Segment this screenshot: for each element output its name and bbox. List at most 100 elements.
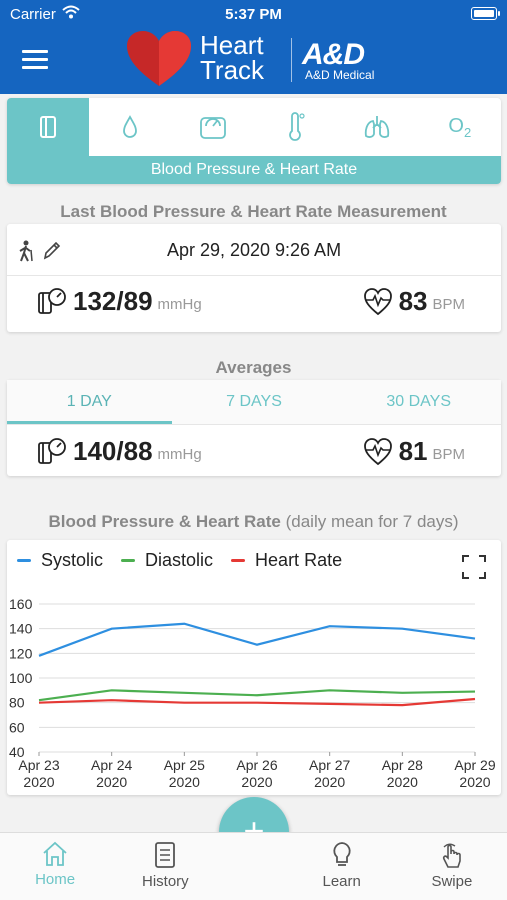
- history-icon: [155, 842, 176, 868]
- x-tick-label: Apr 24: [91, 757, 132, 773]
- heart-pulse-icon: [363, 287, 392, 315]
- y-tick-label: 140: [9, 621, 33, 637]
- lightbulb-icon: [333, 842, 351, 866]
- bp-monitor-icon: [38, 287, 66, 314]
- active-category-label: Blood Pressure & Heart Rate: [7, 156, 501, 184]
- y-tick-label: 120: [9, 645, 33, 661]
- avg-hr-unit: BPM: [432, 446, 465, 463]
- legend-label-systolic: Systolic: [41, 550, 104, 570]
- menu-icon[interactable]: [22, 50, 48, 70]
- legend-systolic[interactable]: Systolic: [17, 550, 103, 571]
- last-hr-unit: BPM: [432, 296, 465, 313]
- tab-glucose[interactable]: [89, 98, 171, 156]
- x-tick-label: 2020: [387, 774, 418, 790]
- series-line-systolic: [38, 622, 476, 657]
- heart-logo-icon: [127, 31, 191, 86]
- avg-bp-reading: 140/88 mmHg: [37, 436, 202, 467]
- fullscreen-icon[interactable]: [461, 554, 487, 580]
- tab-weight[interactable]: [172, 98, 254, 156]
- series-line-heart-rate: [38, 697, 476, 707]
- tab-lungs[interactable]: [336, 98, 418, 156]
- y-tick-label: 80: [9, 695, 25, 711]
- y-tick-label: 60: [9, 719, 25, 735]
- last-measurement-title: Last Blood Pressure & Heart Rate Measure…: [60, 202, 447, 221]
- carrier-label: Carrier: [10, 6, 56, 23]
- lungs-icon: [365, 116, 390, 138]
- nav-history[interactable]: History: [110, 833, 220, 900]
- last-hr-reading: 83 BPM: [363, 286, 465, 317]
- chart-title-sub: (daily mean for 7 days): [285, 512, 459, 531]
- legend-label-heart-rate: Heart Rate: [255, 550, 343, 570]
- y-tick-label: 160: [9, 596, 33, 612]
- bottom-nav: Home History Learn Swipe: [0, 832, 507, 900]
- last-bp-value: 132/89: [73, 286, 153, 316]
- scale-icon: [199, 117, 226, 139]
- category-bar: O2 Blood Pressure & Heart Rate: [7, 98, 501, 184]
- nav-history-label: History: [141, 873, 189, 890]
- tab-oxygen[interactable]: O2: [419, 98, 501, 156]
- tab-1-day[interactable]: 1 DAY: [7, 380, 172, 424]
- chart-legend: Systolic Diastolic Heart Rate: [17, 550, 342, 571]
- x-tick-label: 2020: [96, 774, 127, 790]
- app-logo-text: Heart Track: [200, 30, 265, 85]
- app-header: Carrier 5:37 PM Heart Track A&D A&D Medi…: [0, 0, 507, 94]
- status-bar: Carrier 5:37 PM: [0, 0, 507, 28]
- drop-icon: [123, 115, 138, 138]
- nav-home[interactable]: Home: [0, 833, 110, 900]
- thermometer-icon: [289, 112, 305, 141]
- avg-bp-value: 140/88: [73, 436, 153, 466]
- x-tick-label: Apr 27: [309, 757, 350, 773]
- legend-label-diastolic: Diastolic: [145, 550, 214, 570]
- x-tick-label: Apr 26: [236, 757, 277, 773]
- series-line-diastolic: [38, 689, 476, 702]
- nav-learn-label: Learn: [322, 873, 361, 890]
- nav-swipe-label: Swipe: [431, 873, 473, 890]
- home-icon: [43, 841, 67, 866]
- legend-heart-rate[interactable]: Heart Rate: [231, 550, 342, 571]
- x-tick-label: 2020: [169, 774, 200, 790]
- x-tick-label: Apr 25: [164, 757, 205, 773]
- wifi-icon: [62, 5, 80, 19]
- y-tick-label: 100: [9, 670, 33, 686]
- swipe-hand-icon: [442, 843, 461, 868]
- x-tick-label: 2020: [23, 774, 54, 790]
- logo-line-2: Track: [200, 55, 265, 85]
- nav-learn[interactable]: Learn: [287, 833, 397, 900]
- logo-line-1: Heart: [200, 30, 264, 60]
- x-tick-label: Apr 28: [382, 757, 423, 773]
- oxygen-symbol: O: [448, 114, 464, 137]
- legend-swatch-diastolic: [121, 559, 136, 562]
- legend-swatch-heart-rate: [231, 559, 246, 562]
- walking-person-icon[interactable]: [17, 240, 35, 262]
- legend-diastolic[interactable]: Diastolic: [121, 550, 213, 571]
- oxygen-icon: O2: [448, 115, 471, 140]
- x-tick-label: 2020: [314, 774, 345, 790]
- x-tick-label: Apr 29: [454, 757, 495, 773]
- nav-spacer: [220, 833, 286, 900]
- last-hr-value: 83: [398, 286, 428, 316]
- status-time: 5:37 PM: [225, 6, 282, 23]
- oxygen-subscript: 2: [463, 124, 472, 140]
- last-measurement-datetime: Apr 29, 2020 9:26 AM: [166, 240, 342, 260]
- heart-pulse-icon: [363, 437, 392, 465]
- averages-title: Averages: [215, 358, 292, 377]
- y-tick-label: 40: [9, 744, 25, 760]
- avg-bp-unit: mmHg: [157, 446, 202, 463]
- avg-hr-value: 81: [398, 436, 428, 466]
- tab-7-days[interactable]: 7 DAYS: [226, 393, 282, 410]
- chart-title: Blood Pressure & Heart Rate (daily mean …: [0, 512, 507, 532]
- pencil-icon[interactable]: [41, 240, 61, 262]
- tab-30-days[interactable]: 30 DAYS: [386, 393, 451, 410]
- tab-blood-pressure[interactable]: [7, 98, 90, 156]
- tab-temperature[interactable]: [254, 98, 336, 156]
- nav-home-label: Home: [35, 871, 76, 888]
- x-tick-label: Apr 23: [18, 757, 59, 773]
- logo-divider: [291, 38, 292, 82]
- chart-card: 40 60 80 100 120 140 160 Apr 23 2020 Apr 24 2020 Ap…: [7, 540, 501, 795]
- nav-swipe[interactable]: Swipe: [397, 833, 507, 900]
- x-tick-label: 2020: [459, 774, 490, 790]
- battery-icon: [471, 7, 500, 20]
- last-bp-reading: 132/89 mmHg: [37, 286, 202, 317]
- averages-card: 1 DAY 7 DAYS 30 DAYS 140/88 mmHg 81 BPM: [7, 380, 501, 476]
